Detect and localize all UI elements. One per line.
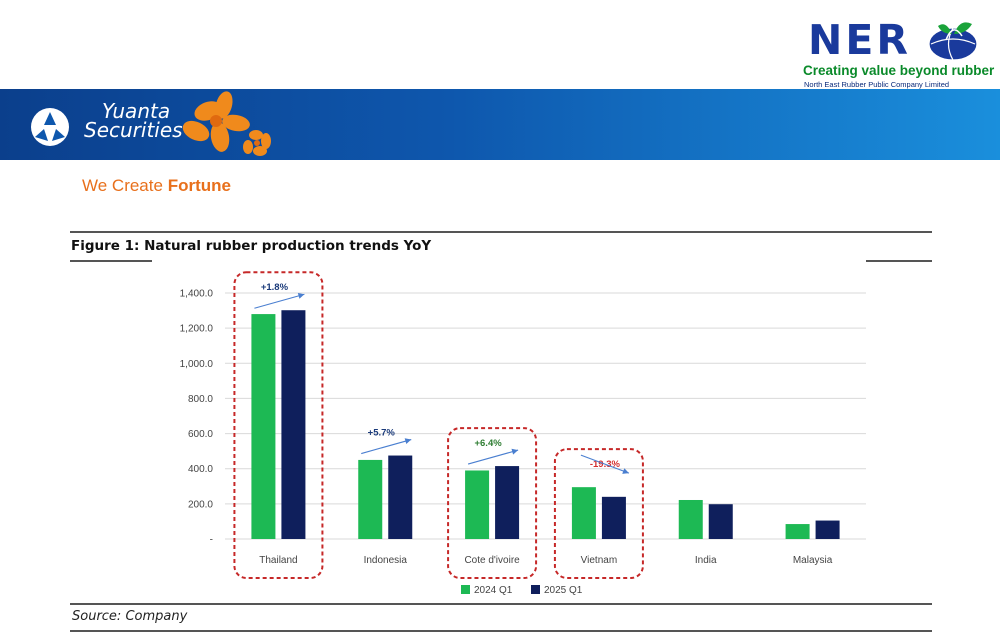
trend-arrow <box>361 439 412 455</box>
y-tick-label: 600.0 <box>188 429 213 440</box>
chart-grid: - 200.0 400.0 600.0 800.0 1,000.0 1,200.0 1,400… <box>180 289 866 546</box>
trend-arrow <box>580 454 630 474</box>
legend-label: 2025 Q1 <box>544 585 583 596</box>
growth-label: +5.7% <box>368 428 396 439</box>
x-tick-label: Indonesia <box>364 555 408 566</box>
trend-arrow <box>467 449 519 465</box>
figure-bottom-rule <box>70 603 932 605</box>
y-tick-label: 1,400.0 <box>180 289 214 300</box>
chart-bars: Thailand Indonesia Cote d'ivoire Vietnam Ind… <box>251 310 840 566</box>
bar-2025-q1 <box>815 520 840 539</box>
yuanta-logo-icon <box>31 108 69 146</box>
bar-2025-q1 <box>495 466 520 539</box>
yuanta-name-line2: Securities <box>84 118 183 142</box>
y-tick-label: 800.0 <box>188 394 213 405</box>
trend-arrowhead <box>622 468 629 474</box>
figure-source: Source: Company <box>72 609 188 624</box>
trend-arrow <box>254 293 305 309</box>
source-underline <box>70 630 932 632</box>
y-tick-label: 200.0 <box>188 499 213 510</box>
yuanta-name-line1: Yuanta <box>102 99 171 123</box>
figure-top-rule <box>70 231 932 233</box>
slogan-prefix: We Create <box>82 176 163 195</box>
legend-swatch <box>461 585 470 594</box>
highlight-box <box>553 448 644 579</box>
bar-2025-q1 <box>281 310 306 539</box>
chart-legend: 2024 Q1 2025 Q1 <box>461 585 583 596</box>
bar-2024-q1 <box>785 524 810 539</box>
legend-swatch <box>531 585 540 594</box>
growth-label: +1.8% <box>261 282 289 293</box>
ner-company-name: North East Rubber Public Company Limited <box>804 80 950 89</box>
trend-arrowhead <box>404 438 412 445</box>
bar-2025-q1 <box>601 496 626 539</box>
highlight-box <box>233 271 324 579</box>
growth-label: +6.4% <box>474 438 502 449</box>
ner-globe-icon <box>928 22 978 61</box>
bar-2024-q1 <box>465 470 490 539</box>
bar-2025-q1 <box>388 455 413 539</box>
y-tick-label: 1,200.0 <box>180 324 214 335</box>
ner-logo: NER Creating value beyond rubber North E… <box>800 14 994 90</box>
bar-2024-q1 <box>358 459 383 539</box>
bar-2024-q1 <box>251 314 276 539</box>
orange-flower-decoration <box>182 91 271 156</box>
y-tick-label: - <box>210 535 213 546</box>
x-tick-label: Cote d'ivoire <box>464 555 520 566</box>
highlight-box <box>447 427 538 580</box>
yuanta-banner: Yuanta Securities <box>0 89 1000 160</box>
x-tick-label: Thailand <box>259 555 297 566</box>
figure-title: Figure 1: Natural rubber production tren… <box>71 238 432 254</box>
ner-tagline: Creating value beyond rubber <box>803 63 995 78</box>
figure-title-underline-right <box>866 260 932 262</box>
figure-title-underline-left <box>70 260 152 262</box>
highlight-boxes <box>233 271 644 580</box>
trend-arrowhead <box>511 448 519 455</box>
x-tick-label: Vietnam <box>581 555 618 566</box>
y-tick-label: 400.0 <box>188 464 213 475</box>
bar-2024-q1 <box>678 499 703 539</box>
yuanta-slogan: We Create Fortune <box>82 176 231 196</box>
y-tick-label: 1,000.0 <box>180 359 214 370</box>
legend-label: 2024 Q1 <box>474 585 513 596</box>
bar-2024-q1 <box>571 487 596 539</box>
growth-annotations: +1.8%+5.7%+6.4%-19.3% <box>254 282 630 474</box>
slogan-emphasis: Fortune <box>167 176 231 195</box>
ner-logo-text: NER <box>808 16 911 64</box>
x-tick-label: Malaysia <box>793 555 833 566</box>
trend-arrowhead <box>297 292 305 299</box>
x-tick-label: India <box>695 555 717 566</box>
bar-2025-q1 <box>708 504 733 539</box>
